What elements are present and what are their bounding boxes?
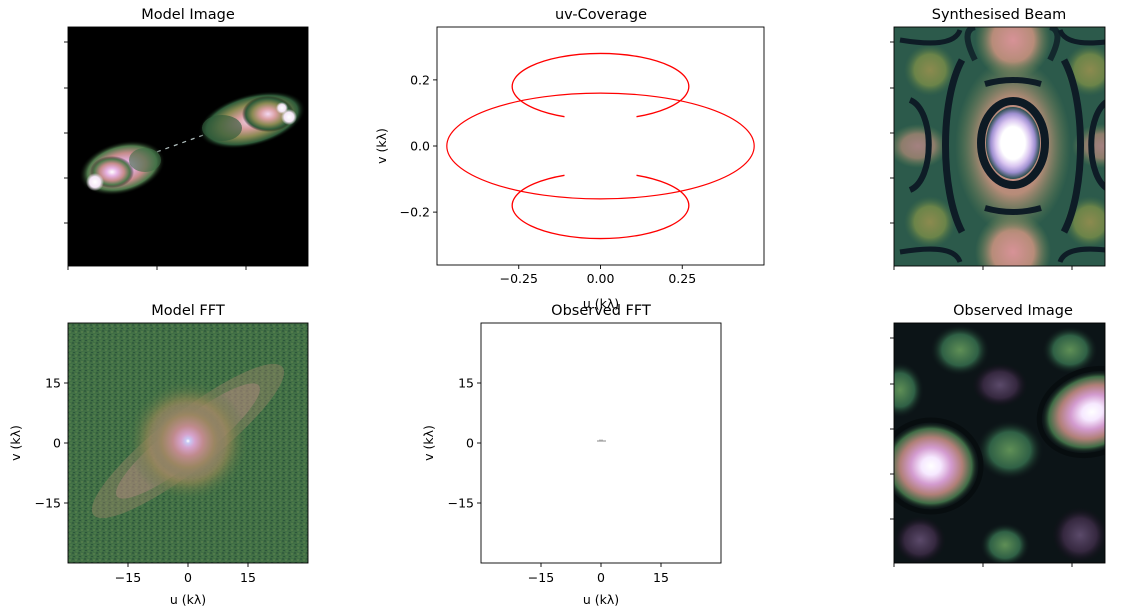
model-fft-y-ticks: 15 0 −15: [35, 376, 68, 511]
model-fft-y-tick-label: −15: [35, 496, 61, 511]
title-synthesised-beam: Synthesised Beam: [932, 7, 1067, 23]
observed-fft-x-tick-label: −15: [528, 570, 554, 585]
panel-observed-image: Observed Image: [890, 303, 1106, 567]
title-observed-image: Observed Image: [953, 303, 1073, 319]
xlabel-uv-coverage: u (kλ): [583, 296, 619, 311]
title-uv-coverage: uv-Coverage: [555, 7, 647, 23]
uv-x-tick-label: 0.25: [668, 271, 696, 286]
uv-track-2: [511, 174, 690, 240]
panel-uv-coverage: uv-Coverage −0.25 0.00 0.25 −0.2 0.0 0.2 u (…: [374, 7, 765, 311]
observed-fft-y-tick-label: 0: [466, 436, 474, 451]
uv-track-1: [511, 52, 690, 118]
model-fft-x-tick-label: 0: [184, 570, 192, 585]
uv-y-ticks: −0.2 0.0 0.2: [400, 72, 437, 220]
panel-model-fft: Model FFT −15 0 15 15 0 −15 u (kλ) v (kλ): [8, 303, 309, 607]
observed-fft-y-tick-label: 15: [458, 376, 474, 391]
ylabel-uv-coverage: v (kλ): [374, 128, 389, 164]
xlabel-model-fft: u (kλ): [170, 592, 206, 607]
title-model-fft: Model FFT: [151, 303, 225, 319]
uv-track-0: [446, 92, 755, 200]
observed-fft-x-tick-label: 15: [653, 570, 669, 585]
uv-x-ticks: −0.25 0.00 0.25: [500, 265, 696, 286]
ticks-model-image: [64, 41, 247, 270]
ylabel-observed-fft: v (kλ): [421, 425, 436, 461]
uv-tracks: [446, 52, 755, 240]
model-fft-x-ticks: −15 0 15: [115, 563, 256, 585]
observed-fft-y-ticks: 15 0 −15: [448, 376, 481, 511]
model-fft-x-tick-label: 15: [240, 570, 256, 585]
uv-x-tick-label: 0.00: [587, 271, 615, 286]
ticks-observed-image: [890, 337, 1073, 567]
panel-observed-fft: Observed FFT −15 0 15 15 0 −15 u (kλ) v (kλ): [421, 303, 722, 607]
observed-fft-x-tick-label: 0: [597, 570, 605, 585]
title-model-image: Model Image: [141, 7, 235, 23]
observed-fft-y-tick-label: −15: [448, 496, 474, 511]
uv-x-tick-label: −0.25: [500, 271, 538, 286]
panel-model-image: Model Image: [64, 7, 309, 270]
uv-y-tick-label: 0.2: [410, 72, 430, 87]
ylabel-model-fft: v (kλ): [8, 425, 23, 461]
model-fft-y-tick-label: 15: [45, 376, 61, 391]
observed-fft-center-signal: [597, 439, 606, 442]
model-fft-y-tick-label: 0: [53, 436, 61, 451]
panel-synthesised-beam: Synthesised Beam: [890, 7, 1106, 270]
uv-y-tick-label: 0.0: [410, 139, 430, 154]
model-fft-x-tick-label: −15: [115, 570, 141, 585]
uv-y-tick-label: −0.2: [400, 205, 430, 220]
ticks-synthesised-beam: [890, 41, 1073, 270]
observed-fft-x-ticks: −15 0 15: [528, 563, 669, 585]
title-observed-fft: Observed FFT: [551, 303, 651, 319]
xlabel-observed-fft: u (kλ): [583, 592, 619, 607]
